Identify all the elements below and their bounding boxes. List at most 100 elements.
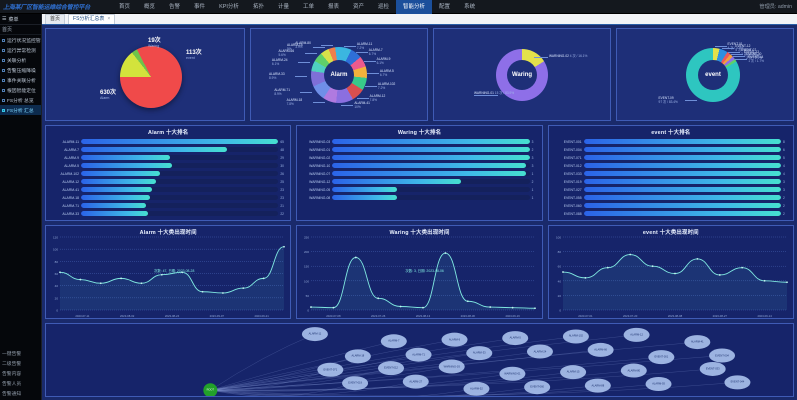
bar-fill [583, 139, 781, 144]
bar-row: ALARM-41 23 [49, 186, 287, 193]
alarm-donut-label-1-name: ALARM-7 [368, 47, 383, 52]
alarm-donut-label-1: ALARM-7 6.7% [369, 48, 383, 56]
bar-fill [583, 147, 781, 152]
bar-fill [583, 179, 781, 184]
close-icon[interactable]: × [107, 16, 111, 22]
alarm-donut-leader-9 [295, 76, 308, 78]
alarm-donut-label-8: ALARM-71 8.9% [274, 88, 290, 96]
sidebar-item-1[interactable]: 运行异常检测 [0, 45, 41, 55]
bar-track [332, 187, 530, 192]
alarm-donut-label-6: ALARM-41 10% [354, 101, 370, 109]
bar-row: WARNING-12 2 [300, 178, 538, 185]
nav-item-7[interactable]: 工单 [302, 3, 314, 10]
nav-item-11[interactable]: 智能分析 [396, 0, 433, 14]
nav-item-13[interactable]: 系统 [464, 3, 476, 10]
bullet-icon [2, 108, 5, 112]
nav-item-1[interactable]: 概览 [144, 3, 156, 10]
nav-item-2[interactable]: 告警 [169, 3, 181, 10]
svg-text:2023-08-13: 2023-08-13 [416, 314, 431, 318]
svg-text:2023-07-20: 2023-07-20 [623, 314, 638, 318]
svg-text:40: 40 [557, 279, 561, 283]
event-donut-label-6-value: 97 次 / 83.4% [658, 100, 678, 105]
bar-row: WARNING-10 3 [300, 162, 538, 169]
alarm-donut-label-3: ALARM-5 6.7% [380, 69, 394, 77]
alarm-donut-label-3-name: ALARM-5 [379, 68, 394, 73]
nav-item-9[interactable]: 资产 [353, 3, 365, 10]
tab-strip: 首页 FS分析汇总表 × [42, 14, 797, 25]
svg-text:2023-07-11: 2023-07-11 [75, 314, 90, 318]
panel-event-donut: event EVENT-01 4 次 / 3.9% EVENT-12 5 次 / 5.… [616, 28, 794, 121]
pie-label-event-name: event [186, 56, 195, 60]
bar-track [332, 139, 530, 144]
sidebar-footer-item-label: 一键告警 [2, 351, 22, 357]
svg-text:2023-07-08: 2023-07-08 [327, 314, 342, 318]
bar-row: ALARM-33 22 [49, 210, 287, 217]
nav-item-0[interactable]: 首页 [119, 3, 131, 10]
nav-item-6[interactable]: 计量 [277, 3, 289, 10]
bar-track [81, 147, 279, 152]
bar-row: WARNING-08 1 [300, 194, 538, 201]
bar-track [583, 211, 781, 216]
sidebar-item-3[interactable]: 告警压缩降噪 [0, 65, 41, 75]
bar-label: EVENT-012 [563, 163, 582, 168]
svg-text:0: 0 [56, 309, 58, 313]
sidebar-item-4[interactable]: 事件关联分析 [0, 75, 41, 85]
sidebar-item-0[interactable]: 运行状况监控管理 [0, 35, 41, 45]
alarm-donut-label-5: ALARM-12 7.8% [370, 94, 386, 102]
sidebar-footer-item-4[interactable]: 告警通知 [0, 388, 41, 398]
sidebar-footer-item-3[interactable]: 告警人员 [0, 378, 41, 388]
nav-item-10[interactable]: 巡检 [378, 3, 390, 10]
bar-row: EVENT-088 2 [552, 210, 790, 217]
bar-fill [332, 155, 530, 160]
event-rank-bars: EVENT-001 8 EVENT-004 6 EVENT-071 5 EVENT-012 4… [549, 136, 793, 218]
waring-label-0-value: 4 次 / 16.1% [569, 54, 588, 58]
nav-item-3[interactable]: 事件 [194, 3, 206, 10]
event-rank-title: event 十大排名 [651, 130, 691, 136]
bar-track [583, 139, 781, 144]
event-donut-leader-3 [730, 53, 743, 55]
alarm-donut-label-5-value: 7.8% [369, 97, 377, 102]
event-donut-label-1: EVENT-12 5 次 / 5.0% [735, 44, 751, 52]
sidebar-footer-item-0[interactable]: 一键告警 [0, 348, 41, 358]
sidebar-item-6[interactable]: FS分析 总览 [0, 95, 41, 105]
sidebar-footer-item-label: 告警人员 [2, 381, 22, 387]
sidebar-item-2[interactable]: 关联分析 [0, 55, 41, 65]
bar-value: 23 [280, 195, 284, 200]
nav-item-8[interactable]: 报表 [327, 3, 339, 10]
bar-value: 1 [531, 195, 534, 200]
bar-row: WARNING-07 1 [300, 170, 538, 177]
bar-fill [332, 179, 461, 184]
line-annotation: 次数: 47, 日期: 2023-08-28 [154, 269, 195, 273]
bar-label: WARNING-01 [309, 147, 331, 152]
event-donut-label-6: EVENT-09 97 次 / 83.4% [659, 96, 678, 104]
bullet-icon [2, 48, 5, 52]
waring-leader-0 [534, 57, 548, 58]
event-time-chart: 100 80 60 40 20 0 2023-07-01 2023-07-20 2023-08-… [549, 226, 793, 318]
alarm-donut-label-12-name: ALARM-15 [287, 43, 303, 48]
bar-row: EVENT-027 3 [552, 186, 790, 193]
pie-label-alarm-name: Alarm [100, 96, 110, 100]
sidebar-item-7[interactable]: FS分析 汇总 [0, 105, 41, 115]
bar-row: ALARM-18 23 [49, 194, 287, 201]
sidebar-footer-item-2[interactable]: 告警内容 [0, 368, 41, 378]
bar-label: ALARM-102 [60, 171, 79, 176]
nav-item-5[interactable]: 拓扑 [252, 3, 264, 10]
app-brand: 上海某厂区智能运维综合管控平台 [3, 5, 91, 11]
bar-value: 21 [280, 203, 284, 208]
tab-1[interactable]: FS分析汇总表 × [68, 14, 116, 24]
alarm-donut-label-7-value: 7.8% [286, 102, 294, 107]
nav-item-12[interactable]: 配置 [439, 3, 451, 10]
svg-text:2023-08-24: 2023-08-24 [165, 314, 180, 318]
bullet-icon [2, 38, 5, 42]
relation-graph-canvas[interactable]: ALARM-11 ALARM-7 ALARM-9 ALARM-5 ALARM-102 AL… [46, 324, 793, 396]
alarm-donut-label-13-name: ALARM-80 [295, 41, 311, 46]
alarm-donut-label-9-name: ALARM-33 [269, 72, 285, 77]
sidebar-item-5[interactable]: 根因智能定位 [0, 85, 41, 95]
svg-text:2023-08-08: 2023-08-08 [668, 314, 683, 318]
nav-item-4[interactable]: KPI分析 [219, 3, 239, 10]
bar-value: 1 [531, 171, 534, 176]
alarm-donut-shape [311, 46, 367, 103]
sidebar-footer-item-1[interactable]: 二级告警 [0, 358, 41, 368]
tab-0[interactable]: 首页 [45, 14, 66, 24]
bar-fill [81, 211, 149, 216]
